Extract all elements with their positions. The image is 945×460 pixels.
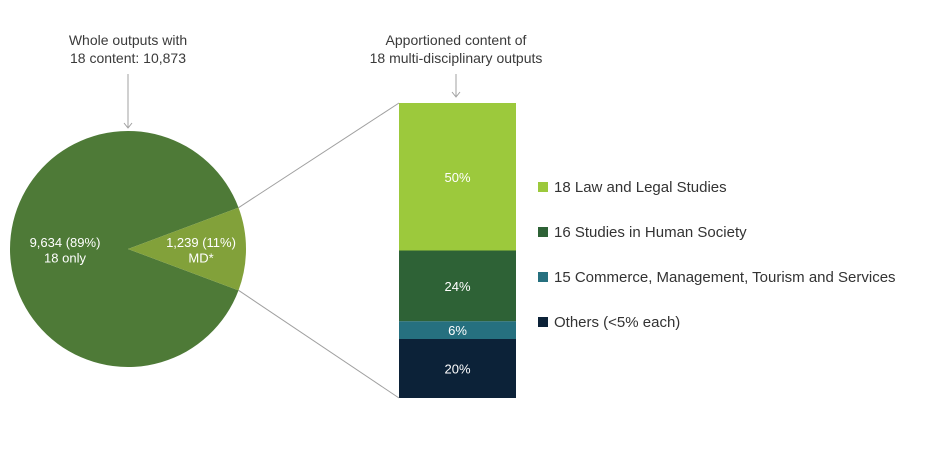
bar-label-commerce: 6% [448,323,467,338]
bar-label-law: 50% [444,170,470,185]
bar-segment-human-society [399,250,516,322]
legend-swatch-commerce [538,272,548,282]
pie-slice-md [128,207,246,291]
bar-segment-law [399,103,516,251]
bar-caption-line-1: Apportioned content of [385,32,527,48]
bar-label-human-society: 24% [444,279,470,294]
pie-label-18-only: 9,634 (89%) 18 only [30,235,101,266]
legend: 18 Law and Legal Studies 16 Studies in H… [538,176,896,356]
pie-caption: Whole outputs with 18 content: 10,873 [28,31,228,67]
bar-label-others: 20% [444,362,470,377]
legend-label-commerce: 15 Commerce, Management, Tourism and Ser… [554,268,896,286]
connector-top [238,102,400,209]
legend-swatch-human-society [538,227,548,237]
legend-item-law: 18 Law and Legal Studies [538,176,896,198]
legend-item-commerce: 15 Commerce, Management, Tourism and Ser… [538,266,896,288]
pie-arrow-head [123,122,133,129]
bar-arrow-head [451,91,461,98]
legend-label-others: Others (<5% each) [554,313,681,331]
legend-label-law: 18 Law and Legal Studies [554,178,727,196]
legend-label-human-society: 16 Studies in Human Society [554,223,747,241]
bar-segment-others [399,339,516,398]
legend-item-human-society: 16 Studies in Human Society [538,221,896,243]
pie-caption-line-1: Whole outputs with [68,32,188,48]
legend-swatch-law [538,182,548,192]
bar-caption: Apportioned content of 18 multi-discipli… [321,31,591,67]
legend-swatch-others [538,317,548,327]
bar-caption-line-2: 18 multi-disciplinary outputs [369,50,543,66]
pie-caption-line-2: 18 content: 10,873 [70,50,186,66]
connector-bottom [238,289,400,399]
pie-slice-18-only [9,131,239,368]
bar-segment-commerce [399,321,516,339]
legend-item-others: Others (<5% each) [538,311,896,333]
pie-label-md: 1,239 (11%) MD* [166,235,236,266]
